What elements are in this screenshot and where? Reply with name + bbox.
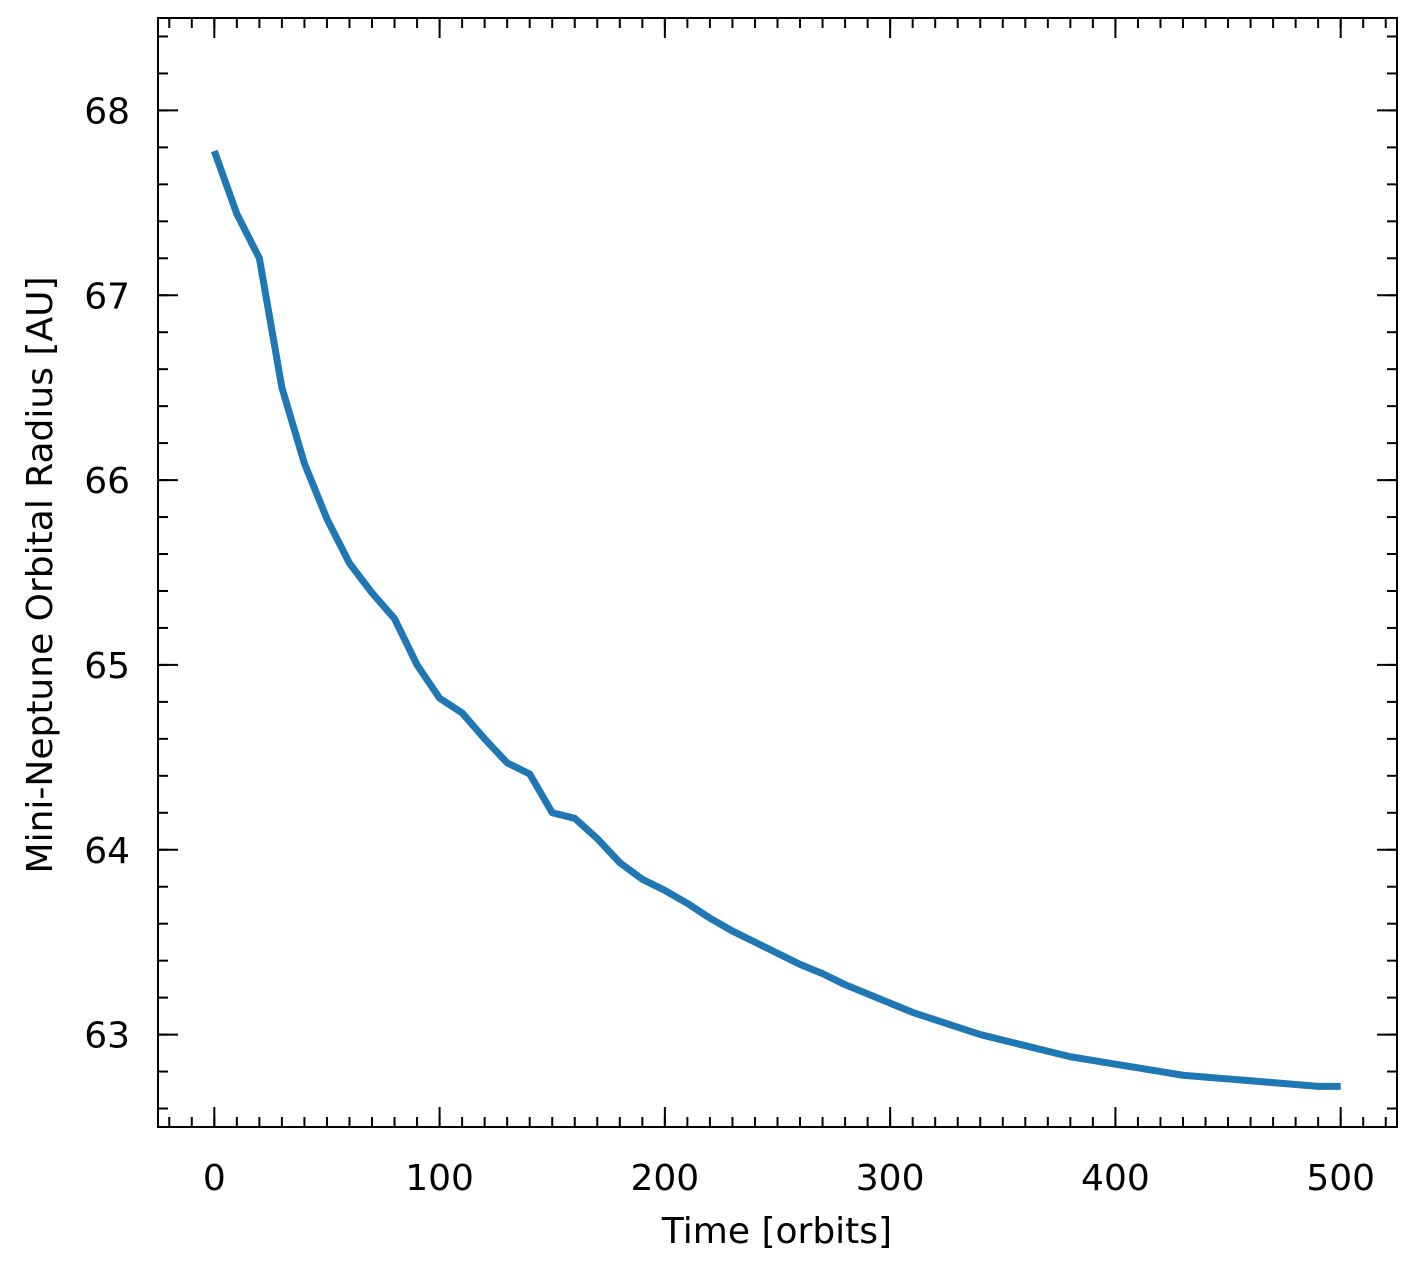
x-tick-label: 300	[856, 1158, 925, 1199]
y-tick-label: 66	[84, 461, 130, 502]
y-tick-label: 68	[84, 91, 130, 132]
x-tick-label: 200	[631, 1158, 700, 1199]
x-axis-title: Time [orbits]	[661, 1211, 892, 1252]
y-tick-label: 67	[84, 276, 130, 317]
data-line	[211, 149, 1341, 1090]
y-axis-title: Mini-Neptune Orbital Radius [AU]	[20, 277, 61, 874]
y-tick-label: 65	[84, 646, 130, 687]
x-tick-label: 0	[203, 1158, 226, 1199]
x-tick-label: 100	[405, 1158, 474, 1199]
y-tick-label: 64	[84, 831, 130, 872]
x-tick-label: 500	[1306, 1158, 1375, 1199]
plot-frame	[157, 17, 1398, 1128]
y-tick-label: 63	[84, 1016, 130, 1057]
x-tick-label: 400	[1081, 1158, 1150, 1199]
